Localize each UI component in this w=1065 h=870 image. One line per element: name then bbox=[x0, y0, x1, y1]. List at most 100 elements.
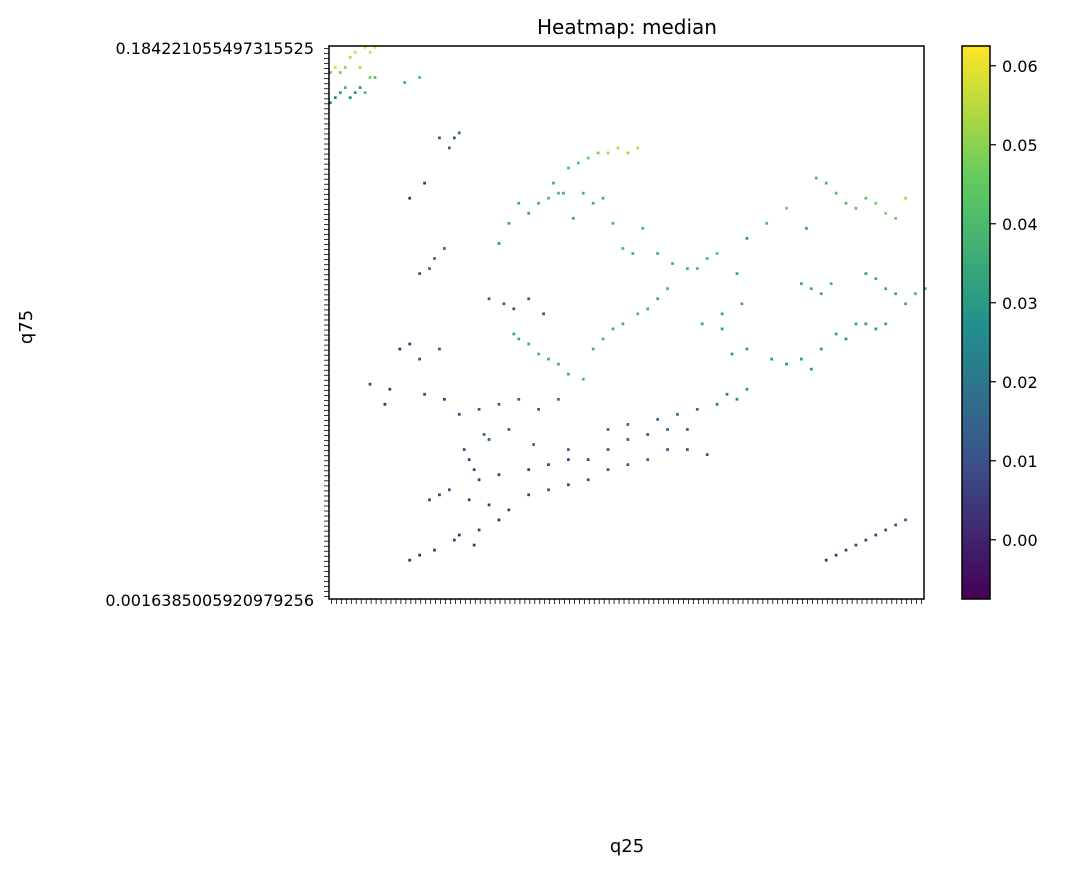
heatmap-cell bbox=[606, 151, 610, 155]
y-axis-label: q75 bbox=[16, 310, 37, 344]
heatmap-cell bbox=[676, 412, 679, 416]
heatmap-cell bbox=[924, 287, 927, 291]
heatmap-cell bbox=[537, 352, 540, 356]
heatmap-cell bbox=[834, 553, 838, 557]
heatmap-cell bbox=[854, 322, 858, 326]
heatmap-cell bbox=[527, 342, 531, 346]
heatmap-cell bbox=[482, 433, 486, 436]
heatmap-cell bbox=[844, 337, 848, 341]
heatmap-cell bbox=[338, 71, 342, 74]
heatmap-cell bbox=[472, 468, 476, 472]
heatmap-cell bbox=[606, 428, 610, 431]
heatmap-cell bbox=[844, 548, 848, 552]
y-axis-ticks bbox=[324, 48, 329, 597]
heatmap-cell bbox=[497, 242, 501, 245]
heatmap-cell bbox=[740, 302, 744, 306]
heatmap-cell bbox=[700, 322, 704, 326]
heatmap-cell bbox=[477, 528, 481, 532]
heatmap-cell bbox=[874, 201, 878, 205]
heatmap-cell bbox=[557, 397, 560, 401]
heatmap-cell bbox=[358, 66, 362, 69]
heatmap-cell bbox=[433, 257, 436, 260]
heatmap-cell bbox=[532, 443, 536, 446]
heatmap-cell bbox=[512, 307, 516, 311]
colorbar-frame bbox=[961, 45, 991, 600]
heatmap-cell bbox=[809, 287, 813, 291]
heatmap-cell bbox=[765, 221, 769, 225]
heatmap-cell bbox=[443, 397, 446, 401]
heatmap-cell bbox=[626, 463, 630, 467]
heatmap-cell bbox=[348, 56, 352, 59]
heatmap-cell bbox=[621, 322, 625, 326]
heatmap-cell bbox=[904, 518, 907, 522]
heatmap-cell bbox=[894, 523, 897, 527]
heatmap-cell bbox=[656, 297, 659, 301]
heatmap-cell bbox=[611, 327, 615, 331]
heatmap-cell bbox=[467, 458, 471, 462]
heatmap-cell bbox=[894, 292, 897, 296]
heatmap-cell bbox=[557, 191, 560, 195]
heatmap-cell bbox=[457, 533, 461, 537]
heatmap-cell bbox=[368, 51, 372, 54]
heatmap-cell bbox=[874, 327, 878, 331]
heatmap-cell bbox=[527, 211, 531, 215]
heatmap-cell bbox=[671, 262, 674, 265]
heatmap-cell bbox=[894, 216, 897, 220]
heatmap-cell bbox=[517, 337, 521, 341]
heatmap-cell bbox=[477, 407, 481, 411]
heatmap-cell bbox=[343, 66, 347, 69]
heatmap-cell bbox=[552, 181, 555, 185]
heatmap-cell bbox=[666, 448, 669, 451]
heatmap-cell bbox=[418, 272, 421, 275]
heatmap-cell bbox=[824, 181, 828, 185]
heatmap-cell bbox=[547, 463, 550, 467]
heatmap-cell bbox=[571, 216, 575, 220]
heatmap-cell bbox=[408, 558, 412, 562]
heatmap-cell bbox=[373, 46, 377, 49]
heatmap-cell bbox=[626, 438, 630, 441]
heatmap-cell bbox=[631, 252, 635, 255]
heatmap-cell bbox=[864, 272, 868, 275]
colorbar-tick-label: 0.03 bbox=[1002, 294, 1038, 313]
heatmap-cell bbox=[819, 292, 823, 296]
heatmap-cell bbox=[606, 468, 610, 472]
heatmap-cell bbox=[686, 448, 689, 451]
heatmap-cell bbox=[715, 252, 719, 255]
colorbar-tick-label: 0.06 bbox=[1002, 57, 1038, 76]
heatmap-cell bbox=[418, 357, 421, 361]
heatmap-cell bbox=[705, 453, 709, 456]
heatmap-cell bbox=[686, 428, 689, 431]
heatmap-cell bbox=[329, 71, 332, 74]
heatmap-cells bbox=[329, 46, 927, 562]
heatmap-cell bbox=[438, 136, 441, 140]
heatmap-cell bbox=[562, 191, 565, 195]
heatmap-cell bbox=[805, 226, 808, 230]
heatmap-cell bbox=[606, 448, 610, 451]
heatmap-cell bbox=[666, 428, 669, 431]
heatmap-cell bbox=[457, 131, 461, 135]
heatmap-cell bbox=[438, 493, 441, 497]
heatmap-cell bbox=[567, 458, 570, 462]
colorbar-ticks: 0.00 0.01 0.02 0.03 0.04 0.05 0.06 bbox=[990, 57, 1038, 550]
heatmap-cell bbox=[854, 206, 858, 210]
heatmap-cell bbox=[745, 237, 749, 240]
heatmap-cell bbox=[448, 488, 451, 492]
heatmap-cell bbox=[874, 533, 878, 537]
heatmap-cell bbox=[452, 136, 456, 140]
heatmap-cell bbox=[368, 382, 372, 386]
heatmap-cell bbox=[567, 372, 570, 376]
heatmap-cell bbox=[735, 272, 739, 275]
heatmap-cell bbox=[333, 96, 337, 100]
heatmap-cell bbox=[338, 91, 342, 95]
heatmap-cell bbox=[720, 312, 724, 316]
heatmap-cell bbox=[502, 302, 506, 306]
heatmap-cell bbox=[656, 252, 659, 255]
heatmap-cell bbox=[785, 362, 788, 366]
heatmap-cell bbox=[576, 161, 580, 165]
heatmap-cell bbox=[527, 468, 531, 472]
heatmap-cell bbox=[333, 66, 337, 69]
heatmap-cell bbox=[904, 302, 907, 306]
heatmap-cell bbox=[497, 402, 501, 406]
heatmap-cell bbox=[884, 322, 888, 326]
heatmap-cell bbox=[358, 86, 362, 89]
